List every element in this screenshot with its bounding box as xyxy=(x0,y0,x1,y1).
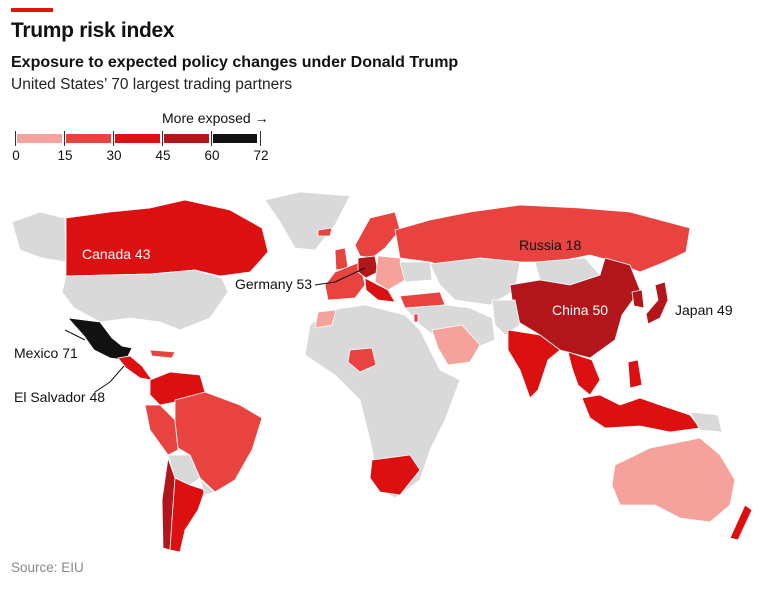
japan xyxy=(645,281,669,325)
legend-band-0-15 xyxy=(17,134,62,143)
alaska xyxy=(11,211,67,263)
legend-tick xyxy=(260,131,261,146)
legend-tick-label: 45 xyxy=(155,148,171,163)
label-japan: Japan 49 xyxy=(675,302,733,318)
chart-title: Trump risk index xyxy=(11,19,175,42)
chart-description: United States’ 70 largest trading partne… xyxy=(11,76,293,93)
nigeria xyxy=(347,347,377,373)
india xyxy=(507,329,561,399)
iceland xyxy=(317,227,333,237)
peru-ecuador xyxy=(144,404,179,456)
legend-direction-label: More exposed → xyxy=(162,110,269,126)
israel xyxy=(413,313,419,323)
legend-tick xyxy=(211,131,212,146)
saudi-arabia xyxy=(431,324,481,366)
australia xyxy=(611,437,736,523)
legend-band-30-45 xyxy=(115,134,160,143)
south-africa xyxy=(369,454,421,496)
label-el-salvador: El Salvador 48 xyxy=(14,389,106,405)
label-canada: Canada 43 xyxy=(82,246,151,262)
germany xyxy=(357,255,379,279)
legend-tick-label: 72 xyxy=(253,148,269,163)
germany-leader xyxy=(314,267,366,286)
africa xyxy=(304,304,461,499)
mexico xyxy=(66,317,133,361)
legend-band-45-60 xyxy=(164,134,209,143)
malaysia-indonesia xyxy=(581,394,701,433)
new-zealand xyxy=(729,504,753,541)
legend-band-15-30 xyxy=(66,134,111,143)
greenland xyxy=(264,191,351,251)
legend-tick xyxy=(15,131,16,146)
label-germany: Germany 53 xyxy=(235,276,313,292)
uk-ireland xyxy=(334,247,349,271)
southeast-asia xyxy=(567,351,601,396)
legend-tick xyxy=(162,131,163,146)
label-russia: Russia 18 xyxy=(519,237,582,253)
chart-subtitle: Exposure to expected policy changes unde… xyxy=(11,54,459,71)
philippines xyxy=(627,359,643,389)
legend-tick-label: 0 xyxy=(12,148,20,163)
canada xyxy=(65,199,269,277)
legend-tick xyxy=(64,131,65,146)
papua xyxy=(689,411,723,433)
argentina xyxy=(169,477,206,553)
korea xyxy=(631,289,645,309)
label-china: China 50 xyxy=(552,302,609,318)
brazil xyxy=(174,391,263,493)
ukraine xyxy=(399,261,433,283)
central-america xyxy=(117,355,153,381)
scandinavia xyxy=(354,211,401,259)
uruguay xyxy=(199,478,216,496)
legend-tick xyxy=(113,131,114,146)
usa xyxy=(61,269,229,331)
legend-tick-label: 15 xyxy=(57,148,73,163)
el-salvador-leader xyxy=(94,365,125,393)
morocco xyxy=(314,309,337,329)
source-note: Source: EIU xyxy=(11,560,84,575)
mexico-leader xyxy=(64,329,86,341)
brand-bar xyxy=(11,8,53,12)
legend-band-60-72 xyxy=(213,134,257,143)
kazakhstan-central-asia xyxy=(429,257,521,306)
eastern-europe xyxy=(374,255,406,291)
legend-tick-label: 30 xyxy=(106,148,122,163)
caribbean xyxy=(149,349,176,359)
label-mexico: Mexico 71 xyxy=(14,345,78,361)
italy-balkans xyxy=(364,277,396,303)
legend-tick-label: 60 xyxy=(204,148,220,163)
pakistan-afghanistan xyxy=(491,299,521,336)
color-legend: 0 15 30 45 60 72 xyxy=(12,131,269,163)
